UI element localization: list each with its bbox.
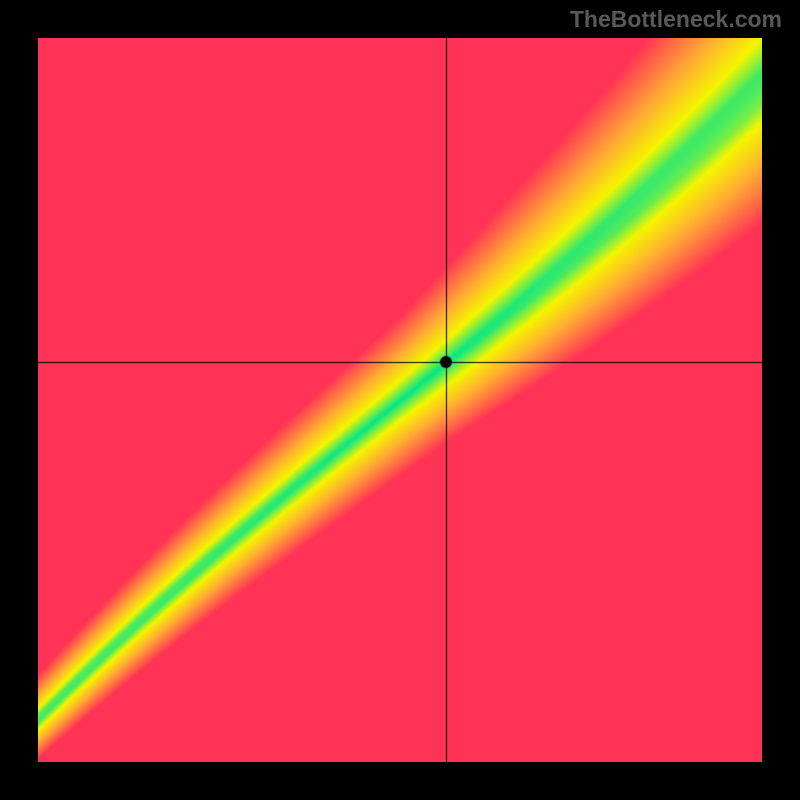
watermark-text: TheBottleneck.com bbox=[570, 6, 782, 33]
heatmap-canvas bbox=[38, 38, 762, 762]
chart-container: TheBottleneck.com bbox=[0, 0, 800, 800]
bottleneck-heatmap bbox=[38, 38, 762, 762]
